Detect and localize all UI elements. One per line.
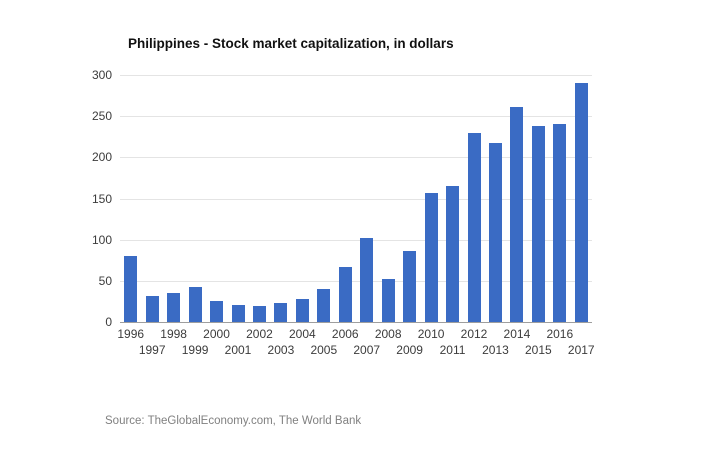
bar-1999 xyxy=(188,287,202,322)
bar-2009 xyxy=(403,251,417,322)
x-tick-label: 2008 xyxy=(374,327,402,341)
source-attribution: Source: TheGlobalEconomy.com, The World … xyxy=(105,415,362,427)
y-tick-label: 0 xyxy=(105,315,112,329)
x-tick-label: 1999 xyxy=(181,343,209,357)
bar-1996 xyxy=(124,256,138,322)
y-tick-label: 150 xyxy=(91,191,112,206)
gridline xyxy=(120,75,592,76)
gridline xyxy=(120,239,592,241)
bar-2015 xyxy=(531,126,545,322)
y-tick-label: 300 xyxy=(91,68,112,82)
y-tick-label: 100 xyxy=(91,232,112,247)
x-tick-label: 2010 xyxy=(417,327,445,341)
x-tick-label: 2006 xyxy=(331,327,359,341)
x-tick-label: 1997 xyxy=(138,343,166,357)
gridline xyxy=(120,157,592,159)
bar-2005 xyxy=(317,289,331,322)
x-tick-label: 2015 xyxy=(525,343,552,357)
x-tick-label: 2003 xyxy=(267,343,295,357)
x-tick-label: 2014 xyxy=(503,327,531,341)
y-axis-labels: 0 50 100 150 200 250 300 xyxy=(60,68,112,329)
bar-2014 xyxy=(510,107,524,322)
gridline xyxy=(120,280,592,282)
x-tick-label: 2007 xyxy=(353,343,381,357)
x-tick-label: 2016 xyxy=(546,327,574,341)
x-tick-label: 2012 xyxy=(460,327,488,341)
x-tick-label: 2011 xyxy=(439,343,466,357)
chart-title: Philippines - Stock market capitalizatio… xyxy=(128,36,454,51)
x-tick-label: 2001 xyxy=(224,343,252,357)
plot-area xyxy=(120,75,592,323)
x-tick-label: 2005 xyxy=(310,343,338,357)
y-tick-label: 200 xyxy=(91,150,112,165)
bar-2008 xyxy=(381,279,395,322)
gridline xyxy=(120,116,592,118)
bar-2012 xyxy=(467,133,481,322)
bar-2016 xyxy=(553,124,567,322)
bar-2013 xyxy=(488,143,502,322)
bar-2006 xyxy=(338,266,352,322)
bar-1998 xyxy=(167,293,181,322)
x-tick-label: 2002 xyxy=(246,327,273,341)
bar-2007 xyxy=(360,238,374,322)
x-tick-label: 2013 xyxy=(482,343,509,357)
x-axis-labels: 1996 1997 1998 1999 2000 2001 2002 2003 2004 2005… xyxy=(117,323,594,363)
bar-2004 xyxy=(295,298,309,322)
bar-1997 xyxy=(145,296,159,322)
bar-2003 xyxy=(274,303,288,322)
x-tick-label: 1996 xyxy=(117,327,145,341)
bar-2017 xyxy=(574,83,588,322)
gridline xyxy=(120,198,592,200)
bar-2000 xyxy=(210,301,224,322)
x-tick-label: 2017 xyxy=(567,343,595,357)
bar-2010 xyxy=(424,192,438,322)
x-tick-label: 2004 xyxy=(289,327,316,341)
bar-2001 xyxy=(231,304,245,322)
bar-2011 xyxy=(446,186,460,322)
x-tick-label: 1998 xyxy=(160,327,187,341)
bar-2002 xyxy=(252,306,266,322)
x-tick-label: 2009 xyxy=(396,343,423,357)
y-tick-label: 50 xyxy=(98,273,112,288)
y-tick-label: 250 xyxy=(91,109,112,124)
x-tick-label: 2000 xyxy=(203,327,230,341)
